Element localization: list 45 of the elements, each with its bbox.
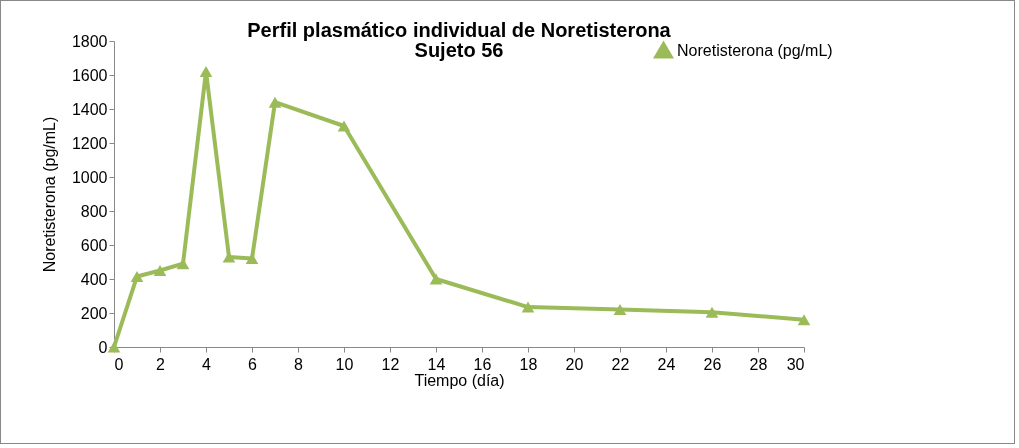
x-tick-label: 26: [703, 355, 722, 373]
point: [337, 120, 351, 132]
x-tick-label: 12: [381, 355, 400, 373]
chart-title: Perfil plasmático individual de Noretisterona: [247, 19, 672, 41]
point: [268, 96, 282, 108]
x-tick-label: 30: [786, 355, 805, 373]
x-tick-label: 2: [156, 355, 166, 373]
point: [130, 270, 144, 282]
point: [107, 341, 121, 353]
point: [797, 314, 811, 326]
x-tick-label: 16: [473, 355, 492, 373]
y-tick-label: 1000: [71, 168, 108, 186]
x-tick-label: 20: [565, 355, 584, 373]
point: [222, 251, 236, 263]
y-tick-label: 200: [80, 304, 108, 322]
x-tick-label: 10: [335, 355, 354, 373]
point: [176, 258, 190, 270]
y-tick-label: 1600: [71, 66, 108, 84]
y-tick-label: 600: [80, 236, 108, 254]
point: [245, 253, 259, 265]
chart-subtitle: Sujeto 56: [414, 39, 504, 61]
point: [153, 265, 167, 276]
legend-label: Noretisterona (pg/mL): [677, 41, 833, 59]
point: [613, 304, 627, 316]
x-axis-title: Tiempo (día): [414, 371, 505, 389]
x-tick-label: 24: [657, 355, 676, 373]
y-tick-label: 1800: [71, 32, 108, 50]
point: [521, 301, 535, 313]
y-tick-label: 0: [98, 338, 108, 356]
x-tick-label: 0: [114, 355, 124, 373]
x-tick-label: 14: [427, 355, 446, 373]
y-tick-label: 400: [80, 270, 108, 288]
y-tick-label: 1400: [71, 100, 108, 118]
y-tick-label: 800: [80, 202, 108, 220]
point: [705, 306, 719, 318]
x-tick-label: 4: [202, 355, 212, 373]
x-tick-label: 6: [248, 355, 258, 373]
y-axis-title: Noretisterona (pg/mL): [40, 116, 58, 273]
point: [429, 273, 443, 285]
x-tick-label: 28: [749, 355, 768, 373]
y-tick-label: 1200: [71, 134, 108, 152]
x-tick-label: 8: [294, 355, 304, 373]
point: [199, 66, 213, 78]
x-tick-label: 22: [611, 355, 630, 373]
x-tick-label: 18: [519, 355, 538, 373]
